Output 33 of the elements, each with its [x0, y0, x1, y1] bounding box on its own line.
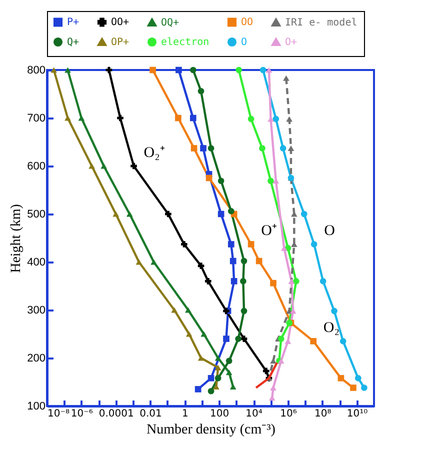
x-axis-title: Number density (cm⁻³): [146, 422, 276, 438]
legend-label: IRI e- model: [285, 17, 358, 28]
x-tick-label: 10⁶: [280, 408, 297, 420]
legend-label: O: [241, 37, 248, 48]
legend-label: electron: [161, 37, 210, 48]
x-tick-label: 10⁻⁶: [70, 408, 93, 420]
y-tick-label: 400: [27, 256, 46, 268]
y-tick-label: 600: [27, 160, 46, 172]
x-tick-label: 10⁻⁸: [48, 408, 70, 420]
x-tick-label: 0.01: [140, 408, 162, 420]
annotation: O₂⁺: [144, 145, 165, 161]
x-tick-label: 10¹⁰: [346, 408, 368, 420]
y-tick-label: 800: [27, 64, 46, 76]
y-tick-label: 700: [27, 112, 46, 124]
legend-label: OO+: [111, 17, 130, 28]
y-axis-title: Height (km): [9, 204, 24, 273]
x-tick-label: 100: [210, 408, 230, 420]
legend-label: Q+: [67, 37, 80, 48]
legend-label: O+: [285, 37, 298, 48]
annotation: O₂: [323, 320, 340, 336]
y-tick-label: 300: [27, 304, 46, 316]
x-tick-label: 10⁸: [314, 408, 332, 420]
legend-label: OO: [241, 17, 254, 28]
x-tick-label: 1: [182, 408, 188, 420]
legend-label: OP+: [111, 37, 130, 48]
x-tick-label: 0.0001: [98, 408, 134, 420]
y-tick-label: 200: [27, 352, 46, 364]
legend-label: P+: [67, 17, 80, 28]
y-tick-label: 500: [27, 208, 46, 220]
x-tick-label: 10⁴: [246, 408, 262, 420]
legend-label: OQ+: [161, 17, 180, 28]
annotation: O⁺: [261, 223, 277, 240]
annotation: O: [324, 223, 336, 240]
